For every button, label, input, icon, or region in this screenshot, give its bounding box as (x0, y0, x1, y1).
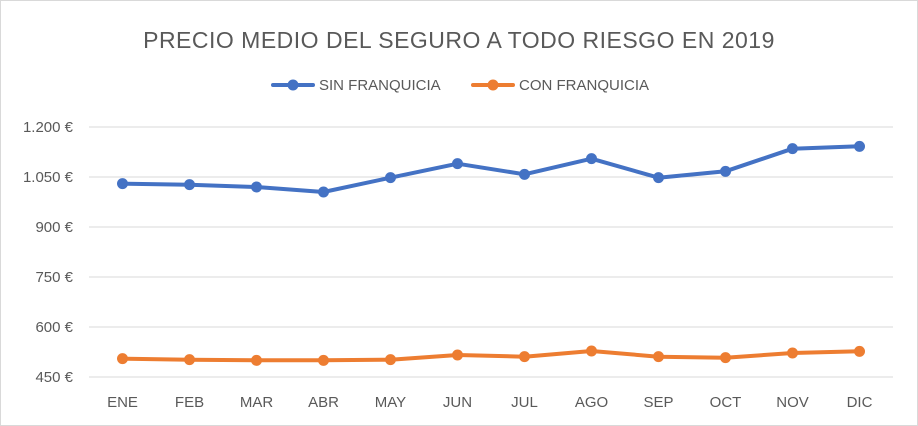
gridlines (89, 126, 893, 378)
series-line-1 (120, 349, 862, 363)
data-point (854, 345, 865, 357)
legend-swatch-marker (487, 79, 499, 91)
data-point (251, 181, 262, 193)
data-point (318, 186, 329, 198)
x-tick-label: ENE (107, 394, 138, 411)
x-tick-label: MAR (240, 394, 274, 411)
x-tick-label: JUN (443, 394, 472, 411)
x-tick-label: MAY (375, 394, 406, 411)
data-point (519, 168, 530, 180)
x-tick-label: ABR (308, 394, 339, 411)
data-point (385, 172, 396, 184)
data-point (452, 158, 463, 170)
y-tick-label: 600 € (35, 319, 73, 336)
legend-label: SIN FRANQUICIA (319, 77, 441, 94)
data-point (251, 354, 262, 366)
x-tick-label: FEB (175, 394, 204, 411)
x-tick-label: JUL (511, 394, 538, 411)
data-point (854, 140, 865, 152)
data-point (787, 143, 798, 155)
x-tick-label: AGO (575, 394, 608, 411)
chart-title: PRECIO MEDIO DEL SEGURO A TODO RIESGO EN… (143, 27, 775, 53)
y-axis: 450 € 600 € 750 € 900 € 1.050 € 1.200 € (23, 119, 74, 386)
data-point (653, 172, 664, 184)
data-point (586, 345, 597, 357)
data-point (184, 354, 195, 366)
x-tick-label: OCT (710, 394, 742, 411)
legend-label: CON FRANQUICIA (519, 77, 649, 94)
data-point (720, 352, 731, 364)
x-tick-label: DIC (847, 394, 873, 411)
data-point (720, 165, 731, 177)
data-point (318, 354, 329, 366)
data-point (452, 349, 463, 361)
data-point (586, 153, 597, 165)
data-point (184, 179, 195, 191)
data-point (385, 354, 396, 366)
series-group (117, 140, 865, 366)
x-axis: ENE FEB MAR ABR MAY JUN JUL AGO SEP OCT NOV DIC (107, 394, 873, 411)
x-tick-label: NOV (776, 394, 809, 411)
y-tick-label: 450 € (35, 369, 73, 386)
y-tick-label: 750 € (35, 269, 73, 286)
x-tick-label: SEP (643, 394, 673, 411)
legend: SIN FRANQUICIA CON FRANQUICIA (271, 77, 649, 94)
y-tick-label: 1.050 € (23, 169, 74, 186)
data-point (117, 178, 128, 190)
y-tick-label: 1.200 € (23, 119, 74, 136)
y-tick-label: 900 € (35, 219, 73, 236)
data-point (653, 351, 664, 363)
legend-swatch-marker (287, 79, 299, 91)
data-point (519, 351, 530, 363)
data-point (787, 347, 798, 359)
series-line-0 (120, 144, 862, 194)
data-point (117, 353, 128, 365)
